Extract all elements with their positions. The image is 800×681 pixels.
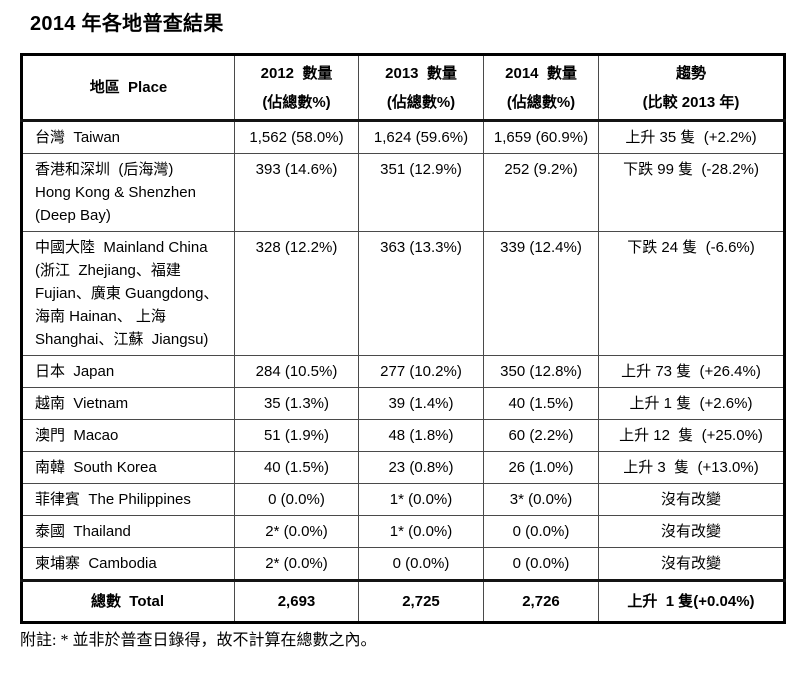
- cell-2012: 40 (1.5%): [234, 451, 359, 484]
- cell-2013: 39 (1.4%): [358, 387, 484, 420]
- cell-total-2012: 2,693: [234, 579, 359, 623]
- col-header-line2: (佔總數%): [506, 93, 576, 111]
- col-header-line2: (比較 2013 年): [642, 93, 740, 111]
- col-header-2013: 2013 數量 (佔總數%): [358, 54, 484, 122]
- col-header-place: 地區 Place: [21, 54, 235, 122]
- table-header-row: 地區 Place 2012 數量 (佔總數%) 2013 數量 (佔總數%) 2…: [21, 54, 785, 122]
- table-row-hongkong-shenzhen: 香港和深圳 (后海灣) Hong Kong & Shenzhen (Deep B…: [21, 153, 785, 232]
- cell-2013: 0 (0.0%): [358, 547, 484, 581]
- page: 2014 年各地普查結果 地區 Place 2012 數量 (佔總數%) 201…: [20, 13, 786, 649]
- table-row-south-korea: 南韓 South Korea 40 (1.5%) 23 (0.8%) 26 (1…: [21, 451, 785, 484]
- cell-2014: 339 (12.4%): [483, 231, 599, 356]
- col-header-line1: 趨勢: [675, 64, 706, 82]
- table-row-macao: 澳門 Macao 51 (1.9%) 48 (1.8%) 60 (2.2%) 上…: [21, 419, 785, 452]
- col-header-line1: 2013 數量: [385, 64, 457, 82]
- cell-trend: 上升 73 隻 (+26.4%): [598, 355, 785, 388]
- table-row-mainland-china: 中國大陸 Mainland China (浙江 Zhejiang、福建 Fuji…: [21, 231, 785, 356]
- cell-place: 泰國 Thailand: [21, 515, 235, 548]
- footnote: 附註: * 並非於普查日錄得，故不計算在總數之內。: [20, 632, 377, 649]
- col-header-line2: (佔總數%): [262, 93, 331, 111]
- cell-place: 柬埔寨 Cambodia: [21, 547, 235, 581]
- cell-2014: 350 (12.8%): [483, 355, 599, 388]
- col-header-2012: 2012 數量 (佔總數%): [234, 54, 359, 122]
- cell-trend: 下跌 24 隻 (-6.6%): [598, 231, 785, 356]
- cell-place: 南韓 South Korea: [21, 451, 235, 484]
- cell-2014: 0 (0.0%): [483, 515, 599, 548]
- col-header-line2: (佔總數%): [386, 93, 456, 111]
- cell-trend: 上升 3 隻 (+13.0%): [598, 451, 785, 484]
- cell-total-2014: 2,726: [483, 579, 599, 623]
- cell-trend: 上升 1 隻 (+2.6%): [598, 387, 785, 420]
- table-row-philippines: 菲律賓 The Philippines 0 (0.0%) 1* (0.0%) 3…: [21, 483, 785, 516]
- table-row-vietnam: 越南 Vietnam 35 (1.3%) 39 (1.4%) 40 (1.5%)…: [21, 387, 785, 420]
- cell-2012: 284 (10.5%): [234, 355, 359, 388]
- cell-2013: 351 (12.9%): [358, 153, 484, 232]
- cell-2014: 40 (1.5%): [483, 387, 599, 420]
- page-title: 2014 年各地普查結果: [30, 13, 224, 35]
- cell-place: 澳門 Macao: [21, 419, 235, 452]
- cell-trend: 沒有改變: [598, 483, 785, 516]
- cell-2012: 1,562 (58.0%): [234, 120, 359, 154]
- cell-2013: 48 (1.8%): [358, 419, 484, 452]
- census-results-table: 地區 Place 2012 數量 (佔總數%) 2013 數量 (佔總數%) 2…: [20, 53, 786, 624]
- cell-2012: 0 (0.0%): [234, 483, 359, 516]
- cell-place: 菲律賓 The Philippines: [21, 483, 235, 516]
- cell-2012: 2* (0.0%): [234, 515, 359, 548]
- cell-2014: 3* (0.0%): [483, 483, 599, 516]
- cell-2013: 1* (0.0%): [358, 515, 484, 548]
- col-header-trend: 趨勢 (比較 2013 年): [598, 54, 785, 122]
- table-total-row: 總數 Total 2,693 2,725 2,726 上升 1 隻(+0.04%…: [21, 579, 785, 623]
- col-header-line1: 2014 數量: [505, 64, 577, 82]
- cell-place: 台灣 Taiwan: [21, 120, 235, 154]
- cell-2013: 363 (13.3%): [358, 231, 484, 356]
- cell-place: 中國大陸 Mainland China (浙江 Zhejiang、福建 Fuji…: [21, 231, 235, 356]
- cell-place: 日本 Japan: [21, 355, 235, 388]
- cell-2014: 1,659 (60.9%): [483, 120, 599, 154]
- cell-trend: 下跌 99 隻 (-28.2%): [598, 153, 785, 232]
- cell-2013: 23 (0.8%): [358, 451, 484, 484]
- col-header-line1: 地區 Place: [89, 79, 168, 96]
- cell-trend: 上升 35 隻 (+2.2%): [598, 120, 785, 154]
- cell-place: 越南 Vietnam: [21, 387, 235, 420]
- col-header-line1: 2012 數量: [260, 64, 333, 82]
- cell-2014: 252 (9.2%): [483, 153, 599, 232]
- cell-total-trend: 上升 1 隻(+0.04%): [598, 579, 785, 623]
- cell-trend: 沒有改變: [598, 547, 785, 581]
- cell-total-2013: 2,725: [358, 579, 484, 623]
- cell-2012: 393 (14.6%): [234, 153, 359, 232]
- cell-place: 香港和深圳 (后海灣) Hong Kong & Shenzhen (Deep B…: [21, 153, 235, 232]
- cell-2013: 1* (0.0%): [358, 483, 484, 516]
- table-row-cambodia: 柬埔寨 Cambodia 2* (0.0%) 0 (0.0%) 0 (0.0%)…: [21, 547, 785, 581]
- cell-2014: 26 (1.0%): [483, 451, 599, 484]
- cell-2013: 277 (10.2%): [358, 355, 484, 388]
- cell-trend: 沒有改變: [598, 515, 785, 548]
- table-row-taiwan: 台灣 Taiwan 1,562 (58.0%) 1,624 (59.6%) 1,…: [21, 120, 785, 154]
- cell-2014: 60 (2.2%): [483, 419, 599, 452]
- col-header-2014: 2014 數量 (佔總數%): [483, 54, 599, 122]
- cell-2014: 0 (0.0%): [483, 547, 599, 581]
- cell-2012: 2* (0.0%): [234, 547, 359, 581]
- cell-trend: 上升 12 隻 (+25.0%): [598, 419, 785, 452]
- table-row-thailand: 泰國 Thailand 2* (0.0%) 1* (0.0%) 0 (0.0%)…: [21, 515, 785, 548]
- cell-total-label: 總數 Total: [21, 579, 235, 623]
- table-row-japan: 日本 Japan 284 (10.5%) 277 (10.2%) 350 (12…: [21, 355, 785, 388]
- cell-2012: 51 (1.9%): [234, 419, 359, 452]
- cell-2012: 328 (12.2%): [234, 231, 359, 356]
- cell-2012: 35 (1.3%): [234, 387, 359, 420]
- cell-2013: 1,624 (59.6%): [358, 120, 484, 154]
